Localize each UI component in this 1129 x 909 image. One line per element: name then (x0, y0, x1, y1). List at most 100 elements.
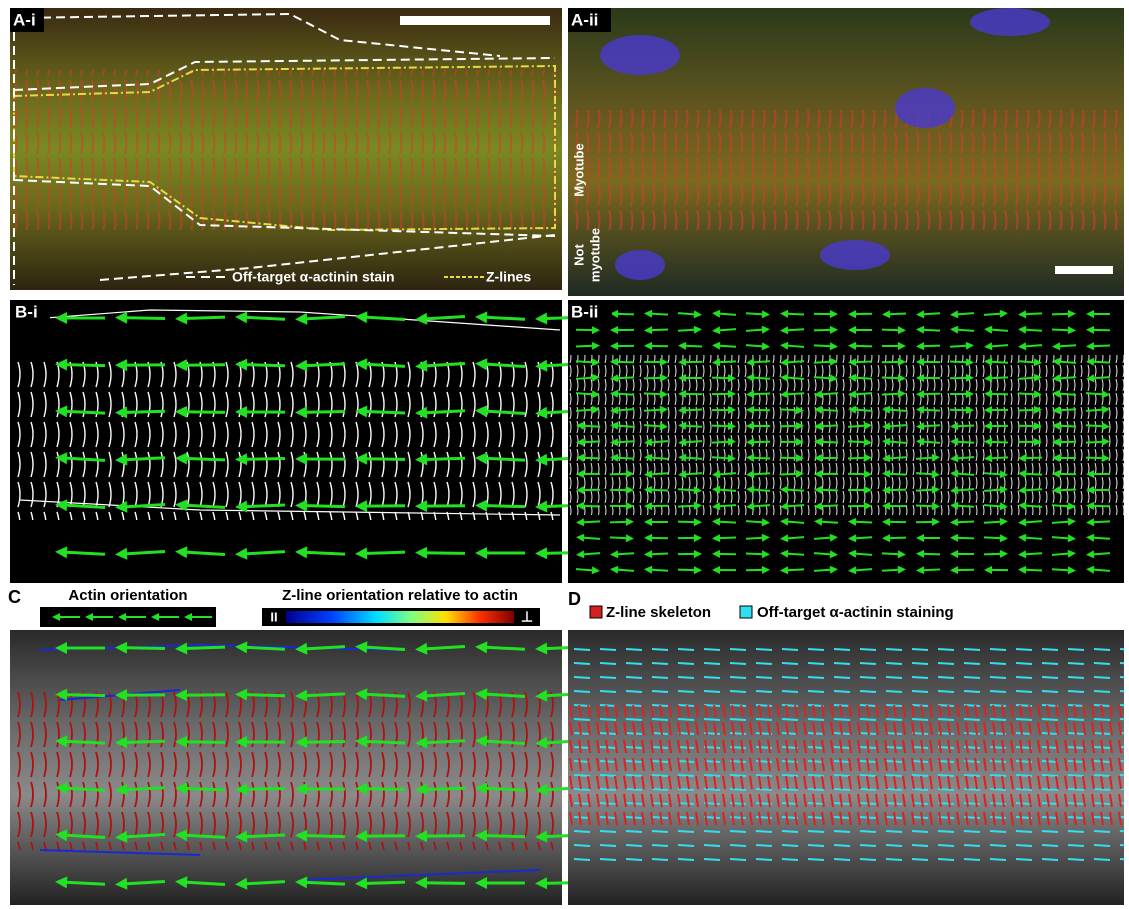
orientation-arrow (1018, 342, 1027, 351)
orientation-arrow (180, 786, 226, 792)
orientation-arrow (55, 782, 68, 795)
skeleton (19, 309, 561, 516)
orientation-arrow (984, 406, 993, 415)
orientation-arrow (1086, 309, 1095, 318)
orientation-arrow (175, 782, 188, 795)
orientation-arrow (420, 456, 466, 462)
orientation-arrow (1086, 374, 1095, 383)
orientation-arrow (300, 503, 346, 509)
orientation-arrow (480, 739, 526, 745)
orientation-arrow (1086, 565, 1095, 574)
orientation-arrow (897, 374, 906, 383)
orientation-arrow (1052, 486, 1061, 495)
orientation-arrow (1067, 502, 1076, 511)
orientation-arrow (115, 641, 128, 654)
orientation-arrow (761, 550, 770, 559)
orientation-arrow (175, 876, 188, 889)
orientation-arrow (120, 456, 166, 462)
orientation-arrow (480, 362, 526, 368)
orientation-arrow (950, 454, 959, 463)
orientation-arrow (610, 342, 619, 351)
orientation-arrow (712, 534, 721, 543)
orientation-arrow (115, 547, 128, 560)
legend-label: Z-lines (486, 269, 531, 285)
orientation-arrow (999, 309, 1008, 318)
orientation-arrow (897, 341, 906, 350)
orientation-arrow (712, 485, 721, 494)
orientation-arrow (780, 358, 789, 367)
orientation-arrow (882, 501, 891, 510)
orientation-arrow (300, 550, 346, 556)
orientation-arrow (848, 358, 857, 367)
orientation-arrow (965, 373, 974, 382)
orientation-arrow (240, 456, 286, 461)
orientation-arrow (60, 833, 106, 839)
orientation-arrow (120, 409, 166, 415)
orientation-arrow (780, 485, 789, 494)
orientation-arrow (295, 736, 308, 749)
orientation-arrow (175, 735, 188, 748)
orientation-arrow (712, 549, 721, 558)
orientation-arrow (965, 406, 974, 415)
orientation-arrow (175, 689, 188, 702)
orientation-arrow (175, 359, 188, 372)
orientation-arrow (420, 315, 466, 321)
orientation-arrow (295, 359, 308, 372)
orientation-arrow (235, 500, 248, 513)
orientation-arrow (1101, 390, 1110, 399)
orientation-arrow (712, 502, 721, 511)
orientation-arrow (829, 374, 838, 383)
arrow-field (55, 311, 586, 560)
orientation-arrow (115, 453, 128, 466)
orientation-arrow (535, 783, 548, 796)
orientation-arrow (712, 358, 721, 367)
orientation-arrow (240, 362, 286, 368)
legend-label: Z-line skeleton (606, 604, 711, 621)
orientation-arrow (746, 421, 755, 430)
orientation-arrow (863, 421, 872, 430)
orientation-arrow (420, 739, 466, 745)
orientation-arrow (916, 549, 925, 558)
orientation-arrow (591, 358, 600, 367)
orientation-arrow (1101, 437, 1110, 446)
orientation-arrow (295, 546, 308, 559)
orientation-arrow (180, 503, 226, 509)
orientation-arrow (295, 642, 308, 655)
orientation-arrow (55, 876, 68, 889)
z-line-overlay (568, 705, 1124, 825)
orientation-arrow (475, 358, 488, 371)
orientation-arrow (999, 534, 1008, 543)
orientation-arrow (1086, 342, 1095, 351)
orientation-arrow (727, 405, 736, 414)
orientation-arrow (999, 470, 1008, 479)
orientation-arrow (235, 311, 248, 324)
orientation-arrow (535, 877, 548, 890)
orientation-arrow (360, 362, 406, 368)
orientation-arrow (115, 689, 128, 702)
orientation-arrow (1086, 533, 1095, 542)
orientation-arrow (829, 357, 838, 366)
orientation-arrow (1086, 357, 1095, 366)
orientation-arrow (950, 533, 959, 542)
orientation-arrow (180, 315, 226, 321)
orientation-arrow (120, 503, 166, 509)
legend-label: Off-target α-actinin stain (232, 269, 395, 285)
orientation-arrow (1067, 566, 1076, 575)
orientation-arrow (610, 565, 619, 574)
orientation-arrow (115, 783, 128, 796)
orientation-arrow (120, 316, 166, 320)
orientation-arrow (360, 880, 406, 886)
orientation-arrow (420, 786, 466, 792)
orientation-arrow (180, 456, 226, 462)
orientation-arrow (1086, 550, 1095, 559)
orientation-arrow (950, 486, 959, 495)
orientation-arrow (984, 389, 993, 398)
orientation-arrow (916, 373, 925, 382)
orientation-arrow (420, 409, 466, 415)
z-line-texture (10, 70, 562, 230)
orientation-arrow (1101, 454, 1110, 463)
orientation-arrow (1052, 389, 1061, 398)
orientation-arrow (746, 485, 755, 494)
orientation-arrow (610, 406, 619, 415)
orientation-arrow (693, 501, 702, 510)
